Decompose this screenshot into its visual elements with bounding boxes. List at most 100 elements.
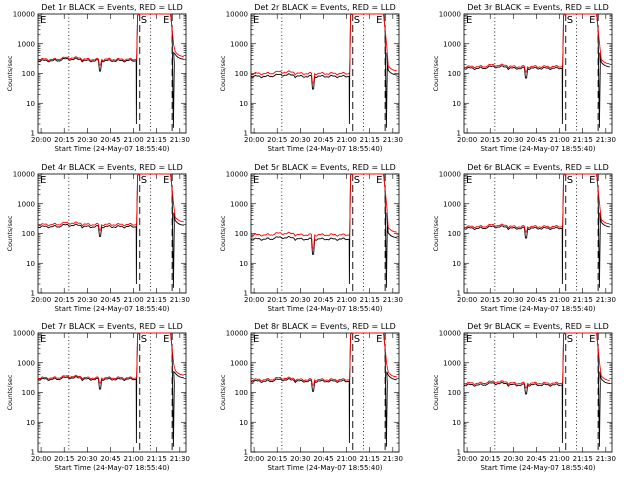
x-tick-label: 20:00	[244, 455, 264, 463]
y-axis-label: Counts/sec	[432, 374, 440, 410]
y-axis-label: Counts/sec	[219, 55, 227, 91]
x-tick-label: 20:00	[457, 136, 477, 144]
interval-start-marker: S	[354, 334, 360, 345]
y-tick-label: 10000	[13, 11, 35, 19]
x-tick-label: 20:15	[480, 455, 500, 463]
y-tick-label: 10	[26, 260, 35, 268]
panel-det-6r: Det 6r BLACK = Events, RED = LLD 1 10 100 10…	[432, 163, 616, 313]
lld-series-line	[250, 173, 397, 249]
y-tick-label: 10	[239, 260, 248, 268]
interval-start-marker: S	[567, 175, 573, 186]
x-axis-label: Start Time (24-May-07 18:55:40)	[480, 305, 595, 313]
x-tick-label: 20:30	[290, 296, 310, 304]
y-axis-label: Counts/sec	[219, 374, 227, 410]
lld-series-line	[37, 332, 184, 384]
y-tick-label: 1000	[443, 200, 461, 208]
events-series-line	[250, 173, 397, 288]
interval-end-marker: E	[589, 15, 595, 26]
lld-series-line	[463, 13, 610, 73]
panel-det-9r: Det 9r BLACK = Events, RED = LLD 1 10 100 10…	[432, 322, 616, 472]
y-axis-label: Counts/sec	[432, 55, 440, 91]
x-tick-label: 20:15	[54, 296, 74, 304]
x-tick-label: 20:00	[31, 296, 51, 304]
x-tick-label: 21:00	[123, 136, 143, 144]
interval-end-marker: E	[163, 15, 169, 26]
y-tick-label: 10000	[13, 171, 35, 179]
x-tick-label: 20:00	[31, 136, 51, 144]
x-tick-label: 21:15	[360, 136, 380, 144]
panel-det-2r: Det 2r BLACK = Events, RED = LLD 1 10 100 10…	[219, 3, 403, 153]
y-tick-label: 1	[244, 449, 248, 457]
interval-end-marker: E	[376, 175, 382, 186]
interval-start-marker: S	[567, 15, 573, 26]
x-tick-label: 20:45	[526, 455, 546, 463]
lld-series-line	[37, 173, 184, 231]
plot-frame	[463, 13, 613, 134]
y-tick-label: 1000	[17, 359, 35, 367]
y-axis-label: Counts/sec	[6, 215, 14, 251]
x-tick-label: 20:45	[313, 296, 333, 304]
x-tick-label: 20:00	[457, 455, 477, 463]
x-tick-label: 20:15	[54, 136, 74, 144]
y-tick-label: 100	[22, 70, 35, 78]
y-tick-label: 10000	[226, 330, 248, 338]
plot-frame	[250, 173, 400, 294]
x-tick-label: 20:45	[526, 136, 546, 144]
x-axis-label: Start Time (24-May-07 18:55:40)	[480, 464, 595, 472]
y-tick-label: 1000	[230, 40, 248, 48]
x-axis-label: Start Time (24-May-07 18:55:40)	[480, 145, 595, 153]
panel-title: Det 5r BLACK = Events, RED = LLD	[254, 163, 396, 172]
x-tick-label: 20:00	[457, 296, 477, 304]
y-tick-label: 10	[239, 100, 248, 108]
panel-det-1r: Det 1r BLACK = Events, RED = LLD 1 10 100 10…	[6, 3, 190, 153]
x-tick-label: 21:00	[549, 136, 569, 144]
y-tick-label: 1000	[443, 40, 461, 48]
interval-end-marker: E	[253, 15, 259, 26]
panel-title: Det 4r BLACK = Events, RED = LLD	[41, 163, 183, 172]
y-tick-label: 10	[452, 100, 461, 108]
panel-title: Det 9r BLACK = Events, RED = LLD	[467, 322, 609, 331]
panel-det-8r: Det 8r BLACK = Events, RED = LLD 1 10 100 10…	[219, 322, 403, 472]
y-axis-label: Counts/sec	[6, 55, 14, 91]
x-tick-label: 20:30	[290, 455, 310, 463]
y-tick-label: 1000	[17, 40, 35, 48]
lld-series-line	[37, 13, 184, 66]
panel-det-3r: Det 3r BLACK = Events, RED = LLD 1 10 100 10…	[432, 3, 616, 153]
y-tick-label: 100	[235, 70, 248, 78]
y-tick-label: 10000	[439, 11, 461, 19]
y-tick-label: 1	[457, 449, 461, 457]
events-series-line	[37, 173, 184, 288]
x-tick-label: 20:15	[267, 455, 287, 463]
x-tick-label: 20:15	[54, 455, 74, 463]
events-series-line	[250, 13, 397, 128]
y-tick-label: 1	[457, 130, 461, 138]
events-series-line	[37, 13, 184, 128]
x-tick-label: 21:30	[170, 136, 190, 144]
panel-title: Det 1r BLACK = Events, RED = LLD	[41, 3, 183, 12]
x-tick-label: 20:45	[313, 455, 333, 463]
y-tick-label: 1	[244, 290, 248, 298]
x-tick-label: 21:00	[549, 296, 569, 304]
plot-frame	[37, 13, 187, 134]
x-tick-label: 21:30	[596, 455, 616, 463]
interval-end-marker: E	[163, 175, 169, 186]
x-tick-label: 21:30	[170, 455, 190, 463]
x-tick-label: 21:00	[123, 296, 143, 304]
x-tick-label: 20:30	[77, 296, 97, 304]
y-tick-label: 100	[235, 389, 248, 397]
interval-end-marker: E	[40, 15, 46, 26]
events-series-line	[37, 332, 184, 447]
y-tick-label: 10000	[226, 171, 248, 179]
y-tick-label: 10000	[439, 330, 461, 338]
x-tick-label: 20:15	[267, 296, 287, 304]
y-tick-label: 10	[26, 419, 35, 427]
y-tick-label: 10	[452, 260, 461, 268]
x-tick-label: 21:15	[147, 296, 167, 304]
events-series-line	[463, 173, 610, 288]
interval-end-marker: E	[376, 334, 382, 345]
x-tick-label: 21:00	[336, 455, 356, 463]
x-tick-label: 21:15	[360, 455, 380, 463]
interval-end-marker: E	[466, 334, 472, 345]
x-axis-label: Start Time (24-May-07 18:55:40)	[54, 145, 169, 153]
panel-det-4r: Det 4r BLACK = Events, RED = LLD 1 10 100 10…	[6, 163, 190, 313]
